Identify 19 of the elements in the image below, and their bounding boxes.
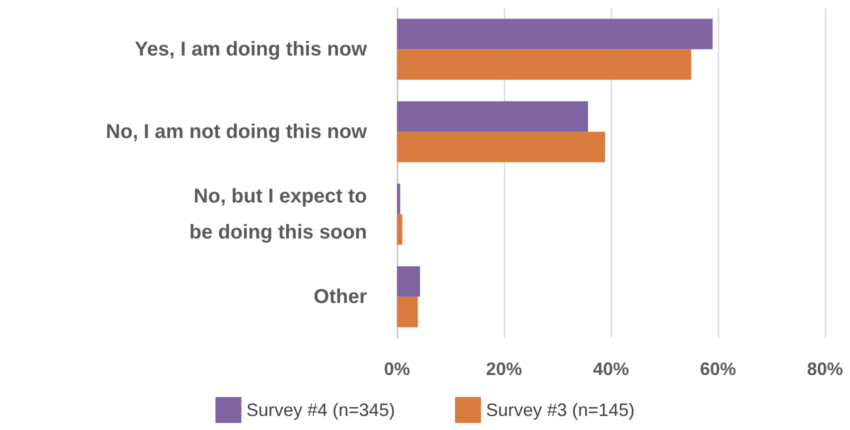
x-tick-label: 80% — [806, 359, 844, 379]
bar — [397, 49, 692, 80]
bar — [397, 214, 402, 245]
bar — [397, 101, 588, 132]
bar — [397, 266, 420, 297]
legend-label: Survey #3 (n=145) — [486, 400, 635, 420]
bar — [397, 296, 418, 328]
y-tick-label: Yes, I am doing this now — [134, 38, 368, 60]
y-tick-label: Other — [314, 286, 368, 308]
bar — [397, 132, 606, 162]
legend-label: Survey #4 (n=345) — [246, 400, 396, 420]
x-tick-label: 0% — [384, 359, 410, 379]
x-tick-label: 20% — [486, 359, 522, 379]
y-tick-label: No, but I expect to be doing this soon — [189, 185, 367, 244]
bar — [397, 184, 400, 214]
x-tick-label: 40% — [592, 359, 630, 379]
y-tick-label: No, I am not doing this now — [106, 120, 368, 143]
x-tick-label: 60% — [700, 359, 736, 379]
bar — [397, 18, 713, 50]
